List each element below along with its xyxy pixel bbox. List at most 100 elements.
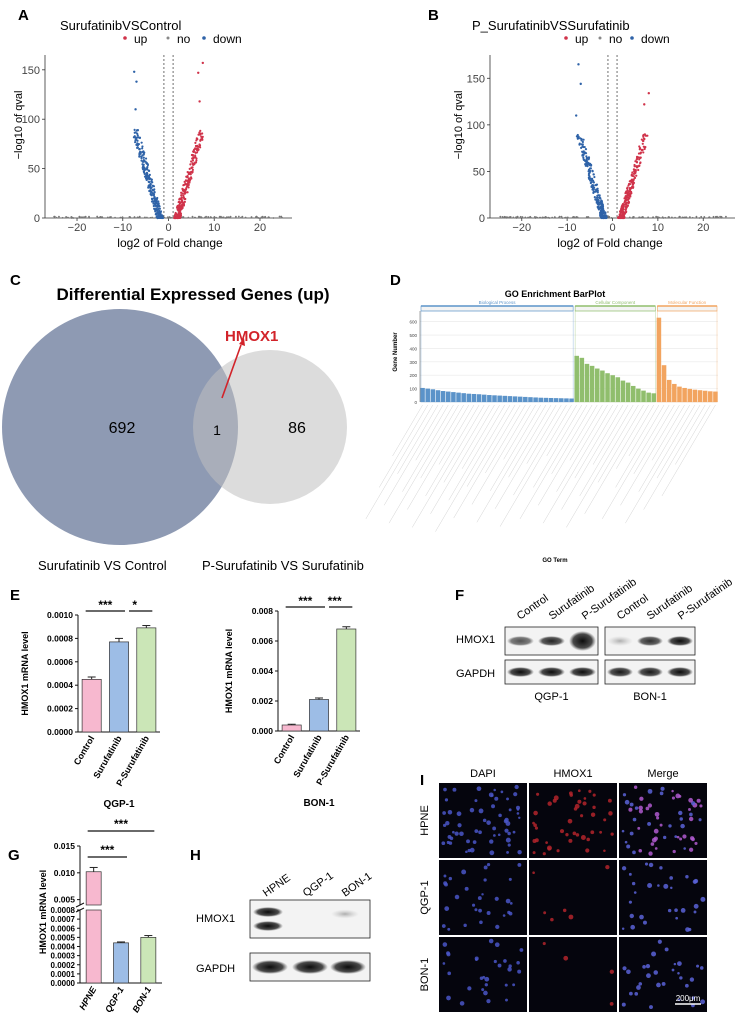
- venn-arrow-head: [239, 338, 245, 346]
- point-no: [256, 216, 258, 219]
- cell-dot: [488, 938, 494, 944]
- point-down: [136, 134, 139, 137]
- point-up: [201, 138, 204, 141]
- point-up: [174, 211, 177, 215]
- cell-dot: [567, 818, 573, 824]
- cell-dot: [671, 968, 675, 972]
- venn-title: Differential Expressed Genes (up): [56, 285, 329, 304]
- point-up: [629, 195, 632, 198]
- point-no: [674, 216, 676, 219]
- y-tick-label: 0.008: [252, 606, 274, 616]
- point-up: [632, 181, 636, 185]
- legend-down-dot: [202, 36, 206, 40]
- go-term-label: [365, 404, 433, 519]
- go-bar: [481, 394, 487, 402]
- go-term-label: [526, 404, 562, 464]
- row-label-hmox1: HMOX1: [196, 913, 235, 925]
- go-bar: [523, 396, 528, 402]
- point-up: [192, 150, 195, 153]
- point-up: [182, 188, 185, 191]
- point-no: [587, 215, 590, 218]
- y-tick-label: 0.0005: [51, 933, 76, 942]
- y-tick-label: 0.0008: [51, 906, 76, 915]
- volcano-b-ylabel: −log10 of qval: [453, 91, 465, 160]
- point-down: [589, 163, 592, 166]
- cell-dot: [484, 976, 490, 982]
- x-tick-label: 20: [254, 222, 266, 234]
- panel-letter-i: I: [420, 772, 424, 789]
- point-down: [575, 114, 578, 117]
- point-up: [621, 207, 624, 210]
- cell-line-label: QGP-1: [103, 799, 135, 810]
- point-no: [83, 216, 85, 218]
- go-bar: [605, 373, 610, 402]
- point-up: [182, 184, 185, 187]
- point-no: [683, 216, 686, 219]
- y-tick-label: 0.004: [252, 666, 274, 676]
- point-no: [652, 216, 654, 219]
- point-up: [194, 147, 198, 151]
- point-no: [235, 215, 237, 218]
- panel-e: E 0.0000 0.0002 0.0004 0.0006 0.0008 0.0010 Co…: [10, 587, 360, 810]
- y-tick-label: 0.0007: [51, 915, 76, 924]
- go-bar: [559, 398, 564, 402]
- point-down: [599, 200, 602, 204]
- point-down: [151, 181, 154, 184]
- y-tick-label: 0.000: [252, 726, 274, 736]
- point-down: [589, 179, 592, 182]
- cell-dot: [454, 894, 460, 900]
- point-down: [147, 180, 150, 183]
- point-down: [594, 188, 598, 192]
- point-no: [204, 216, 206, 219]
- y-tick-label: 0: [479, 213, 485, 225]
- y-tick-label: 100: [467, 120, 485, 132]
- point-no: [708, 216, 711, 219]
- cell-dot: [476, 786, 482, 792]
- point-down: [157, 202, 160, 205]
- point-up: [619, 210, 622, 213]
- lane-label: Control: [515, 592, 551, 622]
- point-down: [582, 156, 585, 159]
- cell-dot: [486, 999, 491, 1004]
- blot-band: [538, 667, 565, 677]
- cell-dot: [536, 792, 540, 796]
- cell-dot: [642, 965, 646, 969]
- cell-dot: [636, 985, 641, 990]
- go-bar: [471, 393, 477, 402]
- cell-dot: [519, 948, 524, 952]
- y-tick-label: 0.0002: [47, 704, 73, 714]
- cell-dot: [517, 849, 522, 855]
- blot-band: [330, 960, 366, 974]
- cell-dot: [481, 988, 485, 992]
- cell-dot: [507, 843, 511, 847]
- go-ylabel: Gene Number: [393, 332, 399, 372]
- cell-dot: [632, 850, 636, 855]
- point-up: [199, 146, 202, 149]
- go-bar: [702, 390, 708, 402]
- point-no: [519, 216, 522, 219]
- point-up: [194, 161, 198, 164]
- cell-dot: [680, 908, 686, 913]
- point-down: [585, 160, 589, 163]
- point-no: [558, 216, 560, 219]
- point-up: [190, 170, 193, 173]
- cell-dot: [508, 911, 513, 916]
- point-up: [626, 192, 629, 195]
- legend-up-dot: [123, 36, 127, 40]
- bar: [113, 942, 129, 984]
- point-down: [579, 82, 582, 86]
- go-bar: [553, 398, 559, 402]
- cell-dot: [663, 835, 667, 840]
- cell-dot: [503, 819, 508, 824]
- y-tick-label: 150: [467, 73, 485, 85]
- cell-dot: [457, 823, 462, 828]
- cell-dot: [446, 840, 450, 845]
- point-no: [688, 216, 691, 218]
- point-no: [655, 216, 658, 219]
- point-up: [183, 198, 186, 201]
- go-bar: [569, 398, 574, 402]
- point-up: [194, 151, 197, 154]
- point-up: [631, 183, 635, 186]
- point-no: [560, 215, 563, 218]
- legend-down-dot: [630, 36, 634, 40]
